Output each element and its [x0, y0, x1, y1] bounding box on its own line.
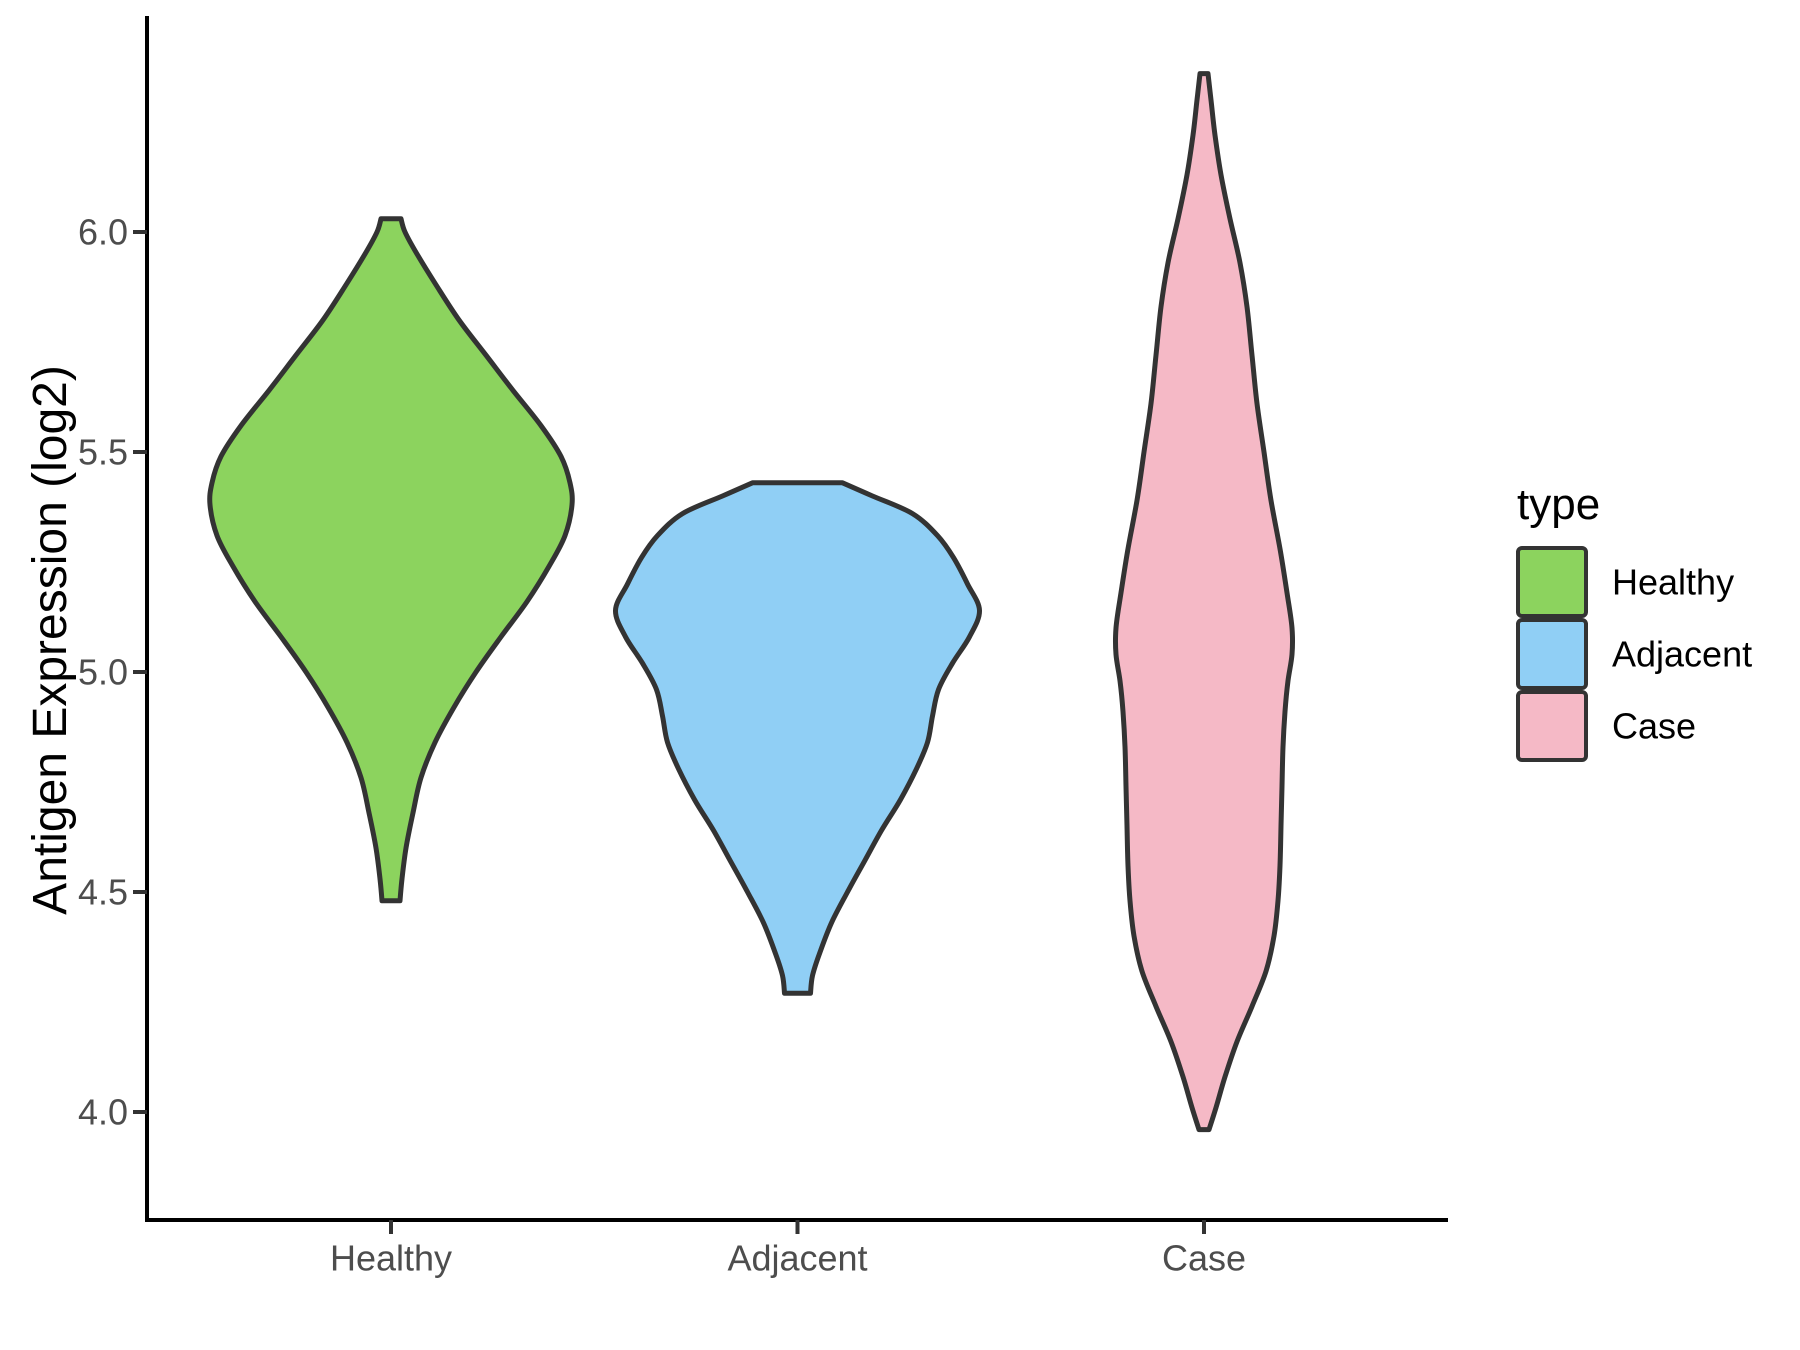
y-tick-label: 4.0: [78, 1092, 128, 1133]
x-tick-labels: Healthy Adjacent Case: [330, 1238, 1246, 1279]
legend-key-adjacent: [1516, 618, 1588, 690]
x-tick-label-adjacent: Adjacent: [727, 1238, 867, 1279]
legend-label-adjacent: Adjacent: [1612, 634, 1752, 675]
legend-key-healthy: [1516, 546, 1588, 618]
violin-adjacent: [613, 480, 982, 996]
y-axis-title: Antigen Expression (log2): [24, 365, 77, 915]
x-tick-marks: [389, 1220, 1206, 1234]
y-tick-label: 6.0: [78, 212, 128, 253]
legend-title: type: [1517, 480, 1600, 529]
violin-case: [1112, 71, 1296, 1133]
legend: type Healthy Adjacent Case: [1516, 480, 1752, 762]
y-tick-label: 4.5: [78, 872, 128, 913]
y-tick-label: 5.5: [78, 432, 128, 473]
y-tick-labels: 6.0 5.5 5.0 4.5 4.0: [78, 212, 128, 1133]
violin-shapes: [207, 71, 1296, 1133]
x-tick-label-case: Case: [1162, 1238, 1246, 1279]
legend-key-case: [1516, 690, 1588, 762]
y-tick-marks: [133, 230, 147, 1114]
violin-healthy: [207, 216, 575, 904]
legend-label-healthy: Healthy: [1612, 562, 1734, 603]
y-tick-label: 5.0: [78, 652, 128, 693]
legend-label-case: Case: [1612, 706, 1696, 747]
x-tick-label-healthy: Healthy: [330, 1238, 452, 1279]
